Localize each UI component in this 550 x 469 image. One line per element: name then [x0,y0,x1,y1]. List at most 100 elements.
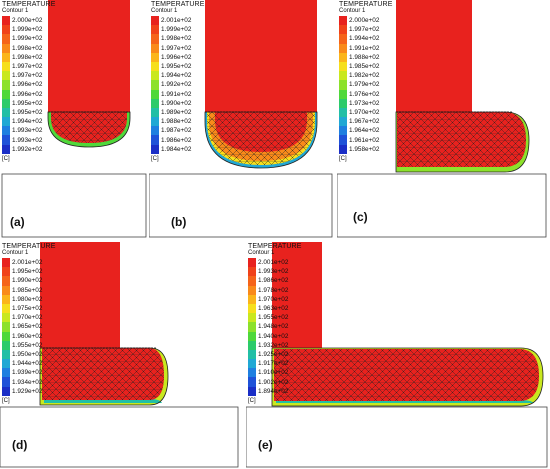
legend-value: 1.993e+02 [258,268,289,276]
weld-mesh [397,112,526,167]
legend-row: 1.997e+02 [151,43,204,53]
legend-row: 1.997e+02 [2,71,55,81]
legend-value: 1.982e+02 [349,72,380,80]
legend-row: 1.902e+02 [248,377,301,387]
panel-a-figure [1,0,147,238]
legend-value: 1.985e+02 [12,286,43,294]
legend-value: 2.000e+02 [12,17,43,25]
legend-value: 1.994e+02 [349,35,380,43]
legend-row: 1.970e+02 [339,107,392,118]
legend-e: TEMPERATURE Contour 1 2.001e+02 1.993e+02… [248,243,301,404]
panel-label: (c) [353,210,368,224]
legend-swatch [248,258,256,268]
legend-title: TEMPERATURE [339,1,393,8]
legend-value: 1.894e+02 [258,387,289,395]
legend-value: 1.955e+02 [258,314,289,322]
legend-swatch [2,322,10,332]
legend-swatch [2,313,10,323]
legend-swatch [2,71,10,81]
legend-swatch [339,52,347,62]
legend-value: 1.997e+02 [161,44,192,52]
panel-d: TEMPERATURE Contour 1 2.001e+02 1.995e+02… [0,242,240,468]
workpiece-plate [337,173,547,238]
legend-row: 2.001e+02 [248,258,301,268]
legend-value: 1.993e+02 [12,127,43,135]
panel-c: TEMPERATURE Contour 1 2.000e+02 1.997e+02… [337,0,549,242]
legend-swatch [2,25,10,35]
legend-value: 1.980e+02 [12,295,43,303]
legend-row: 1.999e+02 [151,25,204,35]
legend-row: 1.961e+02 [339,135,392,145]
legend-swatch [248,368,256,378]
legend-value: 1.934e+02 [12,378,43,386]
legend-swatch [339,107,347,118]
legend-value: 1.929e+02 [12,387,43,395]
legend-value: 1.960e+02 [12,332,43,340]
legend-swatch [339,71,347,81]
legend-swatch [151,80,159,90]
legend-row: 1.985e+02 [2,285,55,295]
legend-swatch [2,16,10,26]
legend-swatch [339,117,347,127]
legend-value: 1.998e+02 [12,53,43,61]
legend-unit: [C] [151,155,159,162]
legend-swatch [2,285,10,295]
legend-value: 1.997e+02 [349,26,380,34]
legend-swatch [248,322,256,332]
legend-value: 1.995e+02 [12,108,43,116]
legend-swatch [151,52,159,62]
panel-e: TEMPERATURE Contour 1 2.001e+02 1.993e+02… [246,242,549,468]
legend-value: 1.992e+02 [12,145,43,153]
legend-swatch [2,52,10,62]
legend-row: 1.965e+02 [2,322,55,332]
legend-value: 1.963e+02 [258,305,289,313]
legend-value: 1.996e+02 [12,81,43,89]
legend-swatch [339,16,347,26]
legend-a: TEMPERATURE Contour 1 2.000e+02 1.999e+02… [2,1,55,162]
legend-row: 1.973e+02 [339,98,392,108]
legend-value: 1.970e+02 [349,108,380,116]
legend-swatch [151,107,159,118]
legend-value: 1.989e+02 [161,108,192,116]
legend-row: 1.988e+02 [151,117,204,127]
legend-scale: 2.000e+02 1.999e+02 1.999e+02 1.998e+02 1.99… [2,16,55,154]
legend-swatch [339,34,347,44]
legend-row: 1.964e+02 [339,126,392,136]
legend-value: 1.978e+02 [258,286,289,294]
legend-value: 2.001e+02 [161,17,192,25]
legend-value: 1.939e+02 [12,369,43,377]
legend-swatch [2,377,10,387]
legend-row: 1.995e+02 [151,61,204,72]
legend-swatch [339,135,347,145]
legend-row: 1.944e+02 [2,359,55,369]
legend-unit: [C] [2,155,10,162]
legend-unit: [C] [2,397,10,404]
legend-value: 2.001e+02 [12,259,43,267]
legend-swatch [248,267,256,277]
legend-value: 1.965e+02 [12,323,43,331]
legend-row: 1.998e+02 [151,34,204,44]
legend-row: 1.987e+02 [151,126,204,136]
legend-value: 1.975e+02 [12,305,43,313]
tool-shaft [40,242,120,348]
legend-row: 1.925e+02 [248,349,301,360]
panel-label: (d) [12,438,28,452]
legend-value: 1.967e+02 [349,118,380,126]
weld-mesh [51,112,127,143]
workpiece-plate [246,406,548,468]
legend-row: 1.999e+02 [2,34,55,44]
legend-swatch [2,359,10,369]
legend-row: 1.970e+02 [248,294,301,304]
legend-row: 1.963e+02 [248,303,301,314]
legend-subtitle: Contour 1 [248,250,275,256]
legend-value: 1.958e+02 [349,145,380,153]
legend-swatch [339,80,347,90]
legend-value: 1.995e+02 [12,268,43,276]
legend-value: 1.948e+02 [258,323,289,331]
legend-row: 1.985e+02 [339,61,392,72]
weld-mesh [207,112,315,165]
legend-value: 1.996e+02 [161,53,192,61]
legend-row: 1.894e+02 [248,386,301,396]
legend-row: 1.982e+02 [339,71,392,81]
legend-scale: 2.001e+02 1.995e+02 1.990e+02 1.985e+02 1.98… [2,258,55,396]
